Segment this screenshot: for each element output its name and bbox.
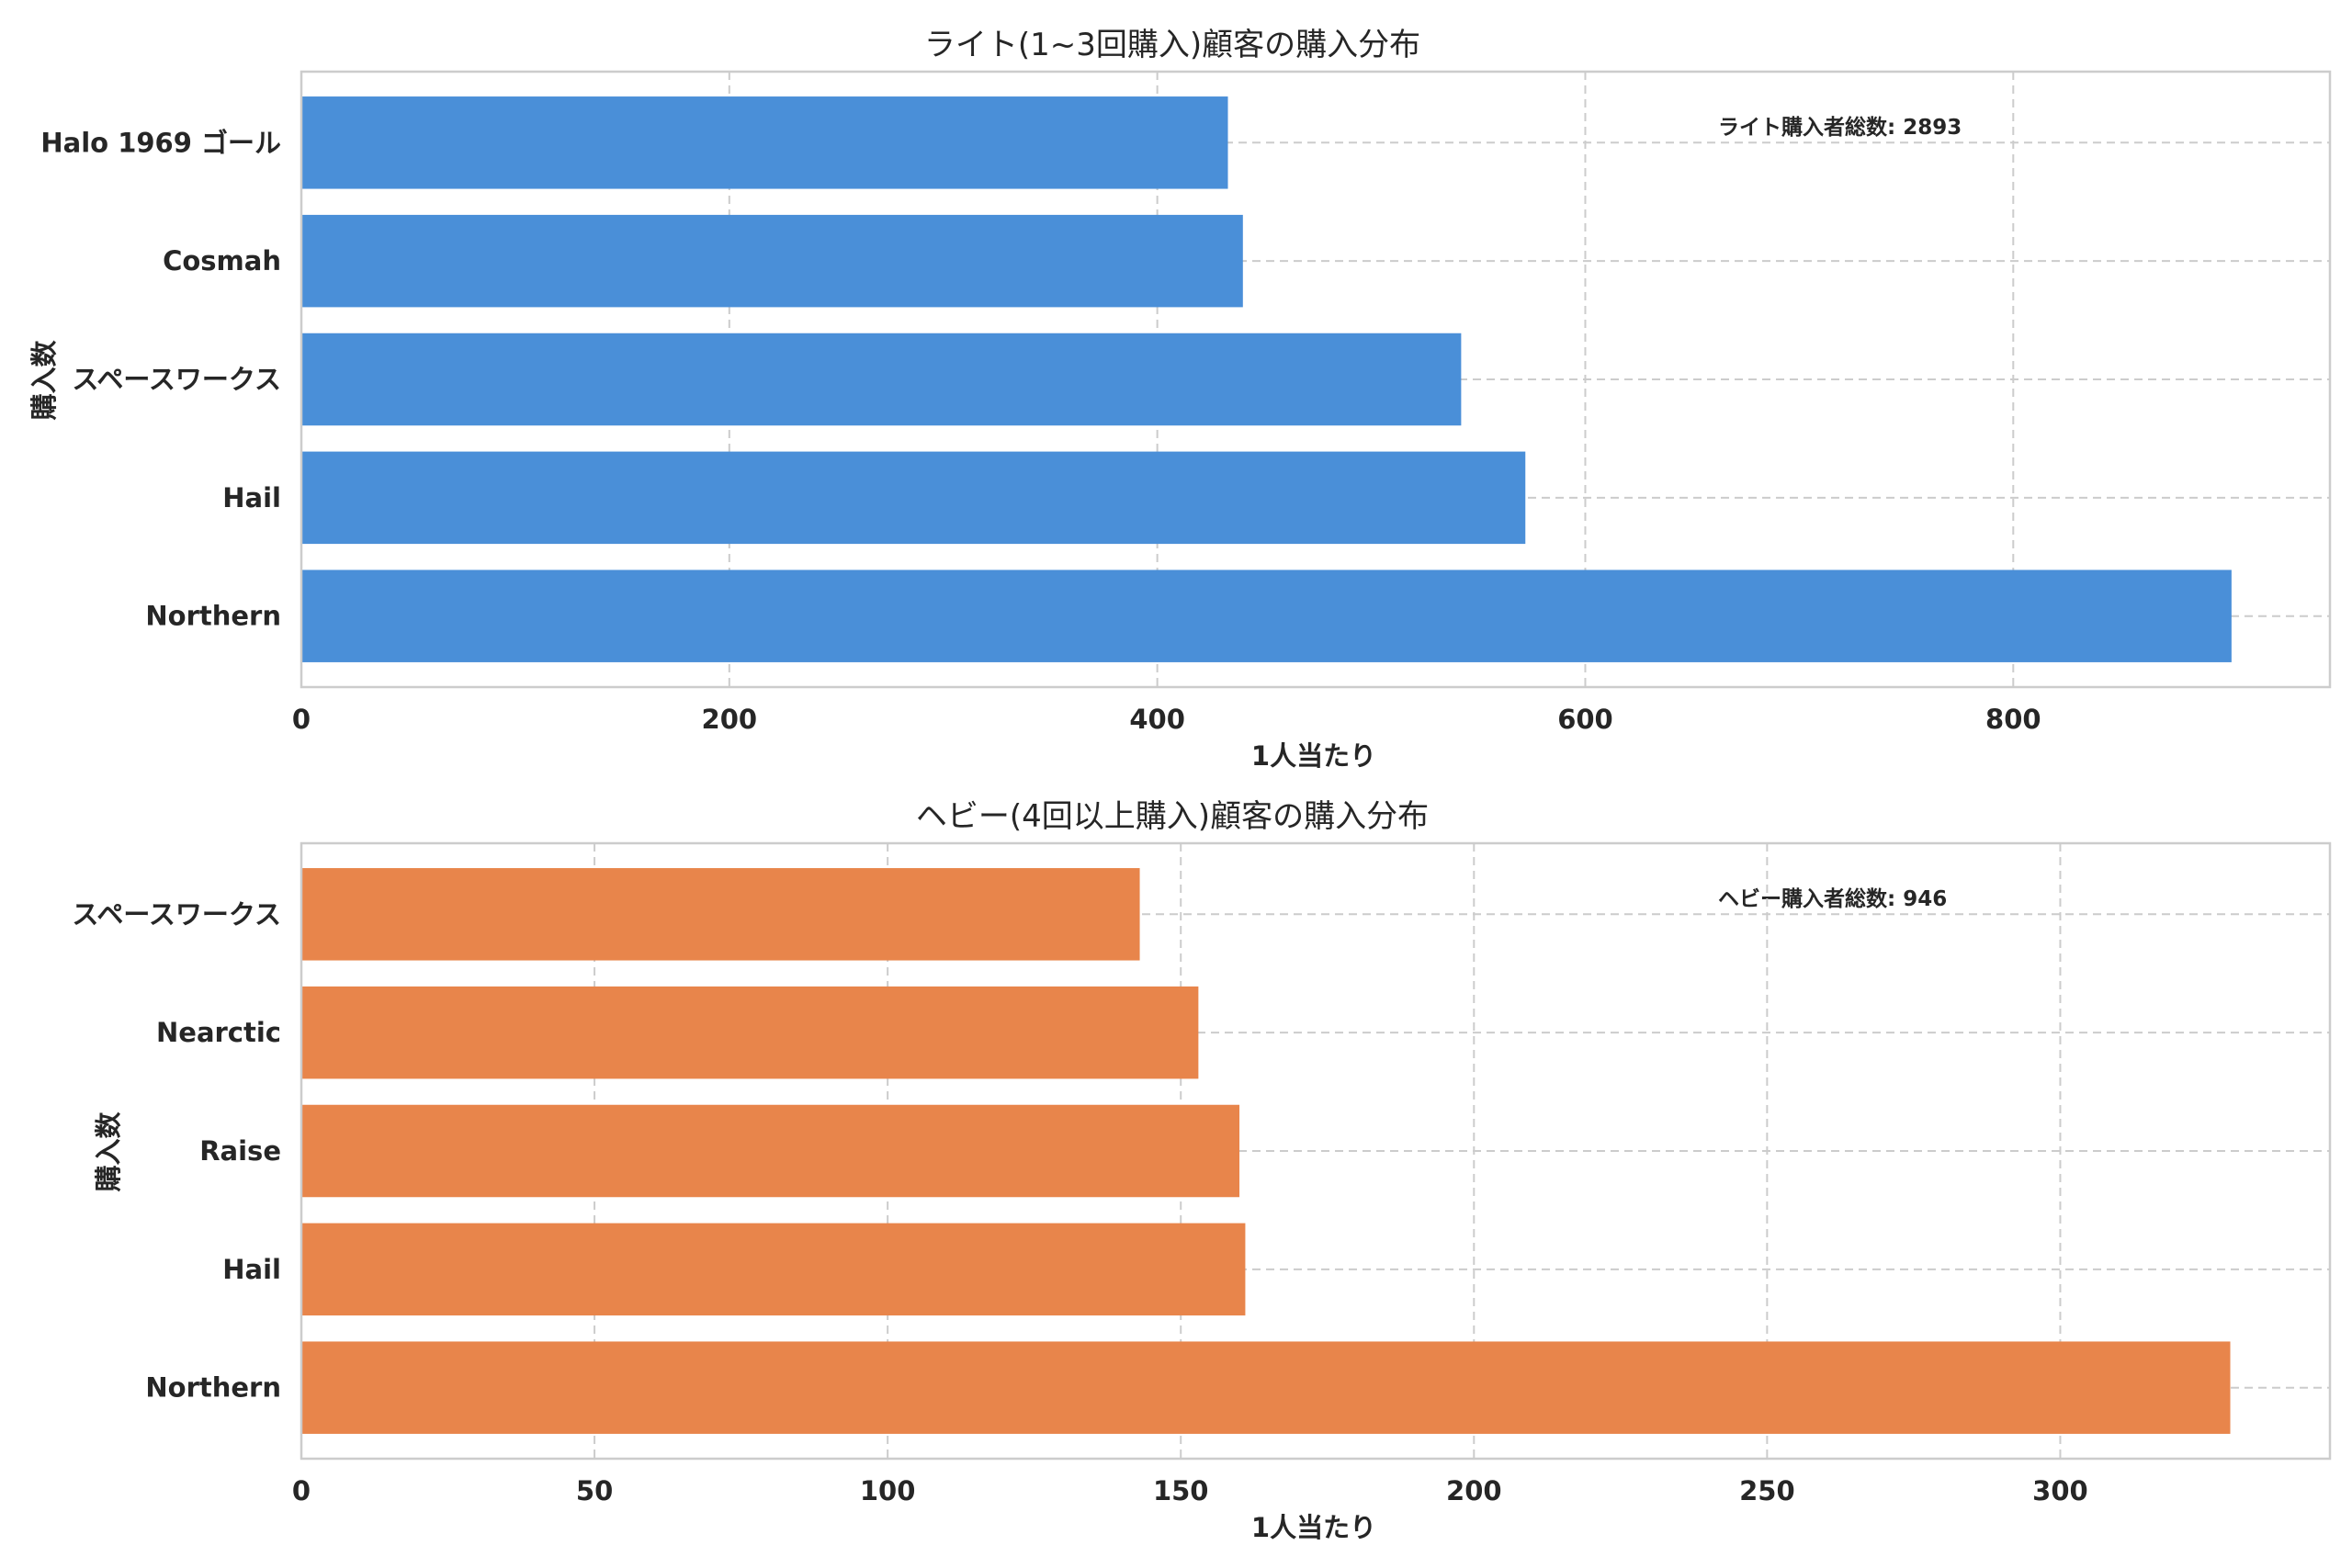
chart-title: ヘビー(4回以上購入)顧客の購入分布 [916,798,1429,835]
x-tick-label: 100 [860,1475,916,1506]
total-annotation: ヘビー購入者総数: 946 [1718,886,1947,911]
y-tick-label: Halo 1969 ゴール [40,127,281,158]
x-axis-label: 1人当たり [1251,1512,1376,1543]
y-tick-label: スペースワークス [72,898,281,930]
y-tick-label: スペースワークス [72,364,281,395]
bar [301,868,1140,961]
x-tick-label: 800 [1985,704,2041,735]
chart-title: ライト(1~3回購入)顧客の購入分布 [924,27,1420,63]
y-tick-label: Raise [199,1135,281,1167]
x-tick-label: 300 [2032,1475,2088,1506]
y-ticks: Halo 1969 ゴール Cosmah スペースワークス Hail Northern [40,127,281,631]
x-ticks: 0 200 400 600 800 [292,704,2041,735]
y-tick-label: Hail [222,1254,281,1285]
bar [301,570,2232,662]
x-axis-label: 1人当たり [1251,740,1376,772]
x-tick-label: 0 [292,704,311,735]
bar [301,1223,1246,1316]
bar [301,214,1243,308]
bar [301,96,1228,189]
y-tick-label: Cosmah [163,245,281,276]
heavy-customers-chart: ヘビー(4回以上購入)顧客の購入分布 ヘビー購入者総数: 946 1人当たり 購… [72,798,2332,1543]
y-tick-label: Northern [145,601,281,632]
y-tick-label: Northern [145,1372,281,1404]
bar [301,333,1462,426]
y-tick-label: Hail [222,482,281,513]
x-tick-label: 600 [1557,704,1613,735]
bar [301,1341,2231,1434]
y-ticks: スペースワークス Nearctic Raise Hail Northern [72,898,281,1403]
x-tick-label: 150 [1153,1475,1209,1506]
x-ticks: 0 50 100 150 200 250 300 [292,1475,2088,1506]
y-tick-label: Nearctic [156,1017,281,1048]
x-tick-label: 250 [1739,1475,1795,1506]
bar [301,451,1526,545]
plot-frame [300,841,2332,1461]
plot-frame [300,70,2332,689]
total-annotation: ライト購入者総数: 2893 [1718,115,1962,140]
x-tick-label: 200 [1446,1475,1502,1506]
y-axis-label: 購入数 [93,1111,124,1192]
x-tick-label: 400 [1129,704,1185,735]
y-axis-label: 購入数 [28,340,60,421]
bar [301,986,1199,1079]
x-tick-label: 50 [576,1475,613,1506]
x-tick-label: 0 [292,1475,311,1506]
bar [301,1104,1240,1198]
x-tick-label: 200 [702,704,758,735]
light-customers-chart: ライト(1~3回購入)顧客の購入分布 ライト購入者総数: 2893 1人当たり … [28,27,2332,772]
bars [301,868,2231,1434]
bars [301,96,2232,662]
